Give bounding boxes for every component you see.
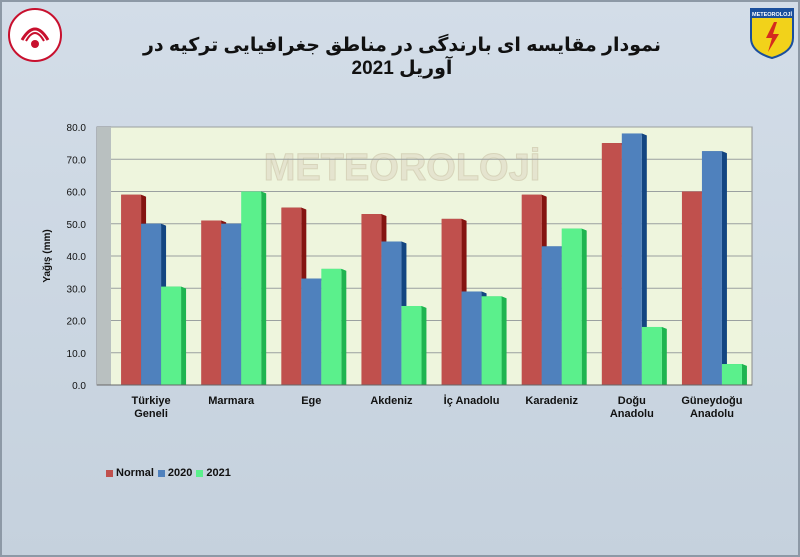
- y-tick-label: 40.0: [67, 252, 87, 263]
- x-tick-label: Marmara: [208, 395, 255, 407]
- y-tick-label: 70.0: [67, 155, 87, 166]
- bar-2021: [481, 296, 502, 385]
- bar-2020: [701, 151, 722, 385]
- bar-normal: [601, 143, 622, 385]
- x-tick-label: Güneydoğu: [681, 395, 742, 407]
- bar-2020: [141, 223, 162, 385]
- bar-normal: [681, 191, 702, 385]
- bar-normal: [521, 194, 542, 385]
- bar-side-2021: [421, 305, 427, 385]
- bar-2021: [561, 228, 582, 385]
- x-tick-label: İç Anadolu: [444, 394, 500, 407]
- bar-side-2021: [581, 228, 587, 385]
- bar-side-2021: [501, 296, 507, 385]
- y-tick-label: 30.0: [67, 284, 87, 295]
- chart-legend: Normal 2020 2021: [106, 465, 235, 481]
- legend-label-normal: Normal: [116, 467, 154, 479]
- x-tick-label: Karadeniz: [525, 395, 578, 407]
- legend-item-2021: 2021: [196, 467, 231, 479]
- legend-swatch-2021: [196, 469, 204, 477]
- bar-2021: [161, 286, 182, 385]
- bar-2021: [241, 191, 262, 385]
- x-tick-label: Türkiye: [131, 395, 170, 407]
- bar-side-2021: [341, 268, 347, 385]
- bar-normal: [121, 194, 142, 385]
- bar-side-2020: [641, 133, 647, 385]
- bar-normal: [441, 218, 462, 385]
- x-tick-label: Akdeniz: [370, 395, 413, 407]
- bar-2021: [321, 268, 342, 385]
- bar-2020: [221, 223, 242, 385]
- bar-2020: [461, 291, 482, 385]
- bar-side-2020: [721, 151, 727, 385]
- bar-2021: [641, 326, 662, 385]
- x-tick-label: Doğu: [618, 395, 646, 407]
- x-tick-label: Anadolu: [610, 408, 654, 420]
- y-tick-label: 80.0: [67, 123, 87, 134]
- y-axis-label: Yağış (mm): [42, 229, 53, 282]
- legend-item-2020: 2020: [157, 467, 193, 479]
- bar-2021: [401, 305, 422, 385]
- bar-side-2021: [181, 286, 187, 385]
- bar-side-2021: [741, 364, 747, 385]
- legend-label-2020: 2020: [167, 467, 193, 479]
- bar-2020: [301, 278, 322, 385]
- bar-2020: [541, 246, 562, 385]
- legend-item-normal: Normal: [106, 467, 154, 479]
- bar-normal: [361, 214, 382, 385]
- bar-2020: [381, 241, 402, 385]
- x-tick-label: Anadolu: [690, 408, 734, 420]
- x-tick-label: Ege: [301, 395, 321, 407]
- meteoroloji-logo-text: METEOROLOJİ: [752, 11, 793, 18]
- meteoroloji-logo-icon: METEOROLOJİ: [748, 6, 796, 60]
- chart-title: نمودار مقایسه ای بارندگی در مناطق جغرافی…: [142, 35, 662, 79]
- ministry-logo-icon: [8, 8, 62, 62]
- bar-normal: [201, 220, 222, 385]
- x-tick-label: Geneli: [134, 408, 168, 420]
- bar-2020: [621, 133, 642, 385]
- bar-side-2021: [261, 191, 267, 385]
- bar-2021: [721, 364, 742, 385]
- y-tick-label: 60.0: [67, 188, 87, 199]
- y-tick-label: 10.0: [67, 349, 87, 360]
- bar-side-2021: [661, 326, 667, 385]
- legend-label-2021: 2021: [206, 467, 231, 479]
- y-tick-label: 0.0: [72, 381, 86, 392]
- legend-swatch-2020: [157, 469, 165, 477]
- bar-normal: [281, 207, 302, 385]
- y-tick-label: 50.0: [67, 220, 87, 231]
- plot-left-wall: [97, 127, 111, 385]
- legend-swatch-normal: [106, 469, 113, 477]
- y-tick-label: 20.0: [67, 317, 87, 328]
- watermark-text: METEOROLOJİ: [264, 147, 541, 189]
